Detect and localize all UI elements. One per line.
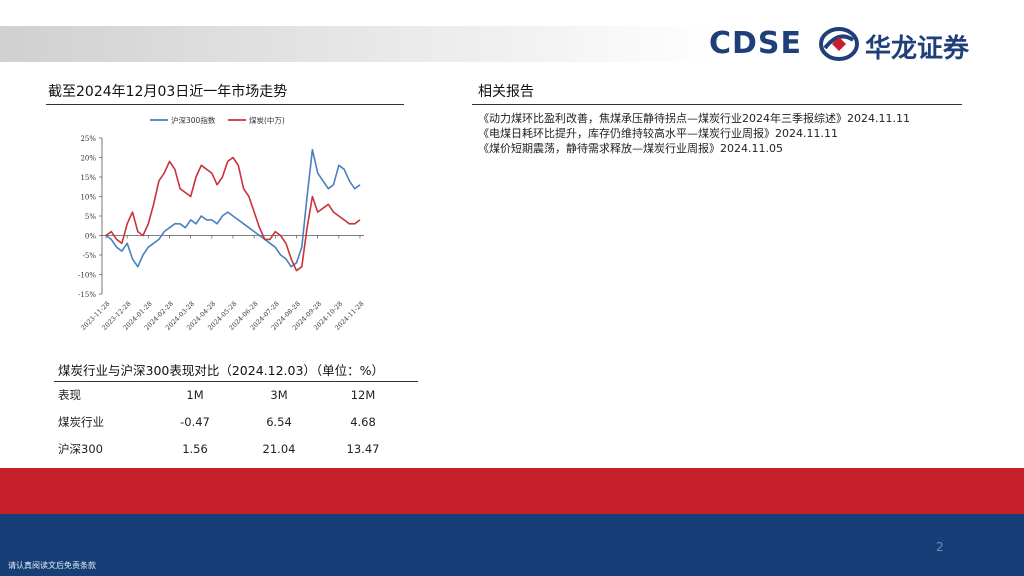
y-tick-label: -10% <box>78 272 96 280</box>
report-link[interactable]: 《煤价短期震荡，静待需求释放—煤炭行业周报》2024.11.05 <box>478 142 783 155</box>
related-reports-list: 《动力煤环比盈利改善，焦煤承压静待拐点—煤炭行业2024年三季报综述》2024.… <box>478 111 978 156</box>
table-header-cell: 12M <box>350 387 376 402</box>
y-tick-label: 15% <box>80 174 96 182</box>
logo-latin-text: CDSE <box>709 26 803 61</box>
table-header-row: 表现 1M 3M 12M <box>58 381 405 408</box>
chart-section-rule <box>46 104 404 105</box>
disclaimer-note[interactable]: 请认真阅读文后免责条款 <box>8 561 96 570</box>
table-cell: 沪深300 <box>58 441 103 456</box>
header-gradient-band <box>0 26 720 62</box>
y-tick-label: -5% <box>83 252 97 260</box>
legend-label: 煤炭(中万) <box>249 115 285 125</box>
table-header-cell: 3M <box>270 387 288 402</box>
table-cell: 1.56 <box>182 441 208 456</box>
comparison-table: 表现 1M 3M 12M 煤炭行业 -0.47 6.54 4.68 沪深300 … <box>58 381 405 462</box>
footer-blue-band <box>0 514 1024 576</box>
legend-label: 沪深300指数 <box>171 115 216 125</box>
y-tick-label: 10% <box>80 194 96 202</box>
y-tick-label: -15% <box>78 291 96 299</box>
table-cell: 6.54 <box>266 414 292 429</box>
table-header-cell: 1M <box>186 387 204 402</box>
y-tick-label: 25% <box>80 135 96 143</box>
y-tick-label: 5% <box>85 213 96 221</box>
hs300-series-line <box>105 148 361 268</box>
table-cell: -0.47 <box>180 414 210 429</box>
reports-section-title: 相关报告 <box>478 84 534 100</box>
logo-chinese-text: 华龙证券 <box>865 34 970 64</box>
table-header-cell: 表现 <box>58 387 81 402</box>
table-cell: 21.04 <box>262 441 296 456</box>
y-tick-label: 0% <box>85 233 96 241</box>
y-tick-label: 20% <box>80 155 96 163</box>
table-row: 沪深300 1.56 21.04 13.47 <box>58 435 405 462</box>
table-row: 煤炭行业 -0.47 6.54 4.68 <box>58 408 405 435</box>
table-cell: 13.47 <box>346 441 380 456</box>
market-trend-chart: 25%20%15%10%5%0%-5%-10%-15%2023-11-28202… <box>78 115 365 332</box>
report-link[interactable]: 《动力煤环比盈利改善，焦煤承压静待拐点—煤炭行业2024年三季报综述》2024.… <box>478 112 910 125</box>
hualong-emblem-icon <box>819 27 859 61</box>
table-cell: 4.68 <box>350 414 376 429</box>
company-logo: CDSE 华龙证券 <box>705 22 1010 68</box>
comparison-table-title: 煤炭行业与沪深300表现对比（2024.12.03）（单位：%） <box>58 363 385 378</box>
page-number: 2 <box>936 540 944 554</box>
chart-section-title: 截至2024年12月03日近一年市场走势 <box>48 84 288 100</box>
comparison-table-rule <box>54 381 418 382</box>
reports-section-rule <box>472 104 962 105</box>
coal-series-line <box>105 156 361 272</box>
report-link[interactable]: 《电煤日耗环比提升，库存仍维持较高水平—煤炭行业周报》2024.11.11 <box>478 127 838 140</box>
table-cell: 煤炭行业 <box>58 414 104 429</box>
footer-red-band <box>0 468 1024 514</box>
